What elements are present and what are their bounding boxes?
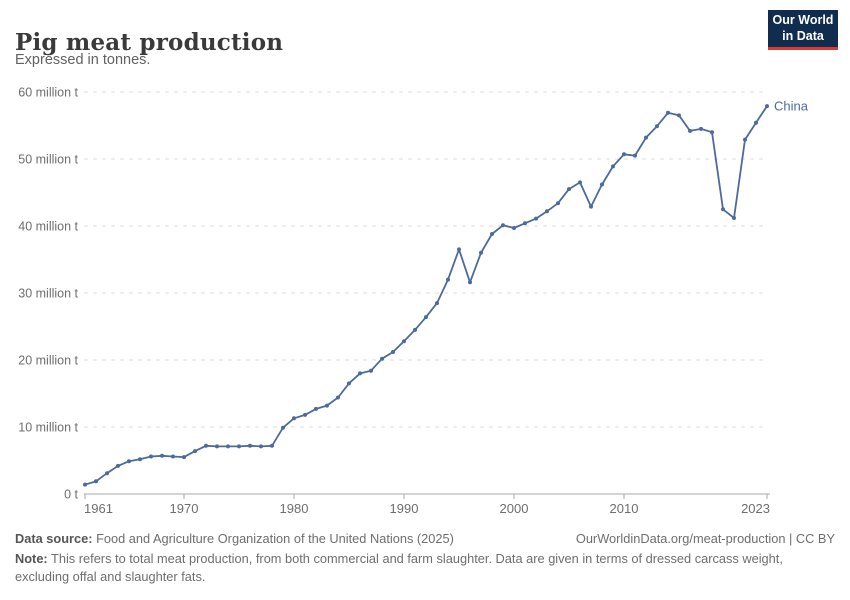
data-source-text: Food and Agriculture Organization of the… (92, 531, 454, 546)
data-point (512, 226, 516, 230)
data-point (457, 247, 461, 252)
owid-logo-text-line2: in Data (782, 28, 824, 43)
data-point (83, 482, 87, 487)
data-point (325, 403, 329, 408)
data-point (358, 371, 362, 376)
data-point (435, 301, 439, 306)
owid-logo-text-line1: Our World (772, 13, 834, 28)
data-source-label: Data source: (15, 531, 93, 546)
x-tick-label: 1961 (84, 501, 113, 516)
data-point (721, 207, 725, 212)
data-point (347, 381, 351, 386)
data-point (424, 315, 428, 320)
data-point (281, 425, 285, 430)
data-point (270, 443, 274, 448)
data-point (644, 135, 648, 140)
data-point (402, 339, 406, 344)
data-point (369, 368, 373, 373)
data-point (182, 455, 186, 460)
data-point (600, 182, 604, 187)
data-point (732, 216, 736, 220)
data-point (138, 457, 142, 462)
y-tick-label: 0 t (64, 487, 78, 501)
data-point (149, 454, 153, 459)
data-point (380, 356, 384, 361)
data-point (479, 250, 483, 255)
y-tick-label: 30 million t (18, 286, 78, 300)
data-point (655, 124, 659, 129)
chart-note: Note: This refers to total meat producti… (15, 550, 835, 586)
data-point (105, 471, 109, 476)
data-point (116, 463, 120, 468)
data-point (193, 449, 197, 454)
data-point (699, 126, 703, 131)
data-point (248, 443, 252, 448)
y-axis-labels: 0 t 10 million t 20 million t 30 million t 4… (18, 85, 78, 501)
y-tick-label: 10 million t (18, 420, 78, 434)
china-line (84, 105, 768, 486)
data-point (523, 221, 527, 226)
data-point (578, 180, 582, 185)
y-tick-label: 20 million t (18, 353, 78, 367)
y-tick-label: 40 million t (18, 219, 78, 233)
data-point (589, 204, 593, 209)
x-tick-label: 1990 (390, 501, 419, 516)
x-axis: 1961 1970 1980 1990 2000 2010 2023 (84, 493, 770, 516)
data-point (534, 216, 538, 221)
data-point (336, 395, 340, 400)
note-label: Note: (15, 550, 48, 566)
data-point (237, 444, 241, 449)
data-point (688, 128, 692, 133)
data-point (303, 412, 307, 417)
data-point (314, 406, 318, 411)
note-text: This refers to total meat production, fr… (15, 550, 783, 584)
data-point (171, 454, 175, 459)
y-tick-label: 50 million t (18, 152, 78, 166)
x-tick-label: 2010 (610, 501, 639, 516)
x-tick-label: 2023 (741, 501, 770, 516)
data-point (765, 104, 769, 109)
x-tick-label: 1970 (170, 501, 199, 516)
data-source: Data source: Food and Agriculture Organi… (15, 530, 454, 548)
chart-footer: Data source: Food and Agriculture Organi… (15, 530, 835, 586)
chart-subtitle: Expressed in tonnes. (15, 52, 151, 68)
page-title: Pig meat production (15, 29, 284, 57)
china-line-markers (83, 104, 769, 487)
data-point (611, 164, 615, 169)
data-point (710, 130, 714, 135)
data-point (556, 201, 560, 206)
data-point (446, 277, 450, 282)
owid-logo[interactable]: Our World in Data (768, 10, 838, 50)
data-point (468, 280, 472, 285)
data-point (567, 187, 571, 192)
data-point (677, 113, 681, 118)
data-point (204, 443, 208, 448)
y-gridlines (84, 91, 768, 428)
data-point (391, 350, 395, 354)
china-entity-label: China (774, 99, 809, 114)
data-point (490, 232, 494, 236)
data-point (413, 327, 417, 332)
data-point (545, 209, 549, 214)
china-series: China (83, 99, 809, 487)
data-point (259, 444, 263, 449)
data-point (226, 444, 230, 449)
data-point (215, 444, 219, 449)
owid-url-license[interactable]: OurWorldinData.org/meat-production | CC … (575, 531, 835, 546)
x-tick-label: 1980 (280, 501, 309, 516)
data-point (292, 416, 296, 421)
data-point (666, 110, 670, 115)
data-point (94, 479, 98, 484)
data-point (743, 137, 747, 142)
data-point (160, 453, 164, 458)
data-point (622, 152, 626, 157)
data-point (127, 459, 131, 464)
data-point (501, 223, 505, 228)
x-tick-label: 2000 (500, 501, 529, 516)
data-point (633, 153, 637, 158)
data-point (754, 120, 758, 125)
y-tick-label: 60 million t (18, 85, 78, 99)
